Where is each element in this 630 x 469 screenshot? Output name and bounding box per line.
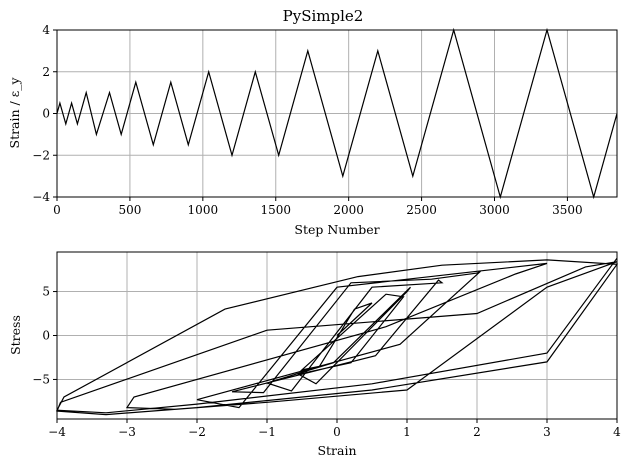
x-tick-label: 2000 — [333, 203, 364, 217]
x-tick-label: −4 — [48, 425, 66, 439]
y-axis-label: Stress — [8, 315, 23, 355]
x-axis-label: Step Number — [294, 222, 379, 237]
y-axis-label: Strain / ε_y — [7, 77, 22, 149]
x-tick-label: 4 — [613, 425, 621, 439]
x-tick-label: 3500 — [552, 203, 583, 217]
chart-title: PySimple2 — [283, 7, 364, 25]
x-tick-label: −3 — [118, 425, 136, 439]
x-tick-label: 1000 — [188, 203, 219, 217]
x-tick-label: −1 — [258, 425, 276, 439]
x-tick-label: −2 — [188, 425, 206, 439]
x-tick-label: 3000 — [479, 203, 510, 217]
series-line — [56, 27, 618, 200]
stress-strain-plot: −4 −3 −2 −1 0 1 2 3 4 −5 0 5 Strain Stress — [8, 251, 621, 458]
x-tick-label: 3 — [543, 425, 551, 439]
y-tick-label: 0 — [42, 107, 50, 121]
x-tick-label: 0 — [333, 425, 341, 439]
y-tick-label: 2 — [42, 65, 50, 79]
y-tick-label: 4 — [42, 23, 50, 37]
x-axis-label: Strain — [317, 443, 356, 458]
x-tick-label: 1500 — [260, 203, 291, 217]
y-tick-label: 0 — [42, 329, 50, 343]
strain-history-plot: PySimple2 0 500 1000 1500 2000 2500 3000 3500 −… — [7, 7, 618, 237]
y-tick-label: −5 — [32, 372, 50, 386]
y-tick-label: −4 — [32, 190, 50, 204]
y-tick-label: −2 — [32, 148, 50, 162]
x-tick-label: 1 — [403, 425, 411, 439]
x-tick-label: 500 — [118, 203, 141, 217]
series-line — [56, 257, 619, 416]
x-tick-label: 2 — [473, 425, 481, 439]
x-tick-label: 0 — [53, 203, 61, 217]
y-tick-label: 5 — [42, 285, 50, 299]
x-tick-label: 2500 — [406, 203, 437, 217]
